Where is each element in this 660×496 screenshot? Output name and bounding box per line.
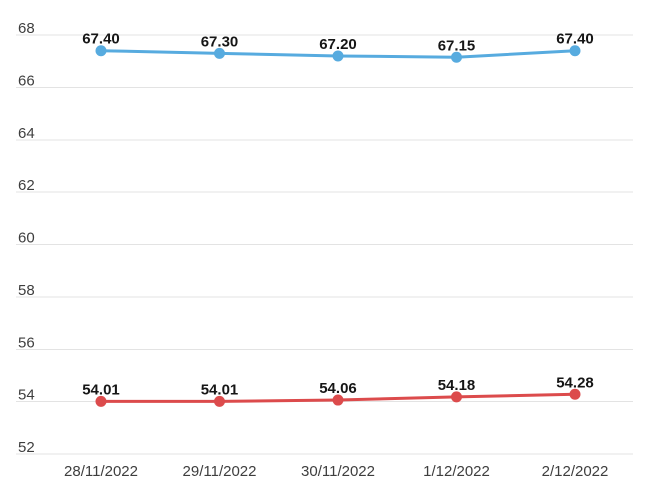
upper-series-point-label-2: 67.20 bbox=[319, 36, 357, 53]
upper-series-point-label-4: 67.40 bbox=[556, 31, 594, 48]
upper-series-point-2[interactable] bbox=[332, 50, 344, 62]
lower-series-point-3[interactable] bbox=[451, 391, 462, 403]
upper-series-point-0[interactable] bbox=[95, 45, 107, 57]
x-tick-label-4: 2/12/2022 bbox=[542, 463, 609, 480]
upper-series-point-3[interactable] bbox=[451, 51, 462, 63]
lower-series-point-label-2: 54.06 bbox=[319, 380, 357, 397]
lower-series-point-label-4: 54.28 bbox=[556, 374, 594, 391]
lower-series-point-label-3: 54.18 bbox=[438, 377, 476, 394]
y-tick-label-56: 56 bbox=[18, 334, 35, 351]
y-tick-label-66: 66 bbox=[18, 72, 35, 89]
y-tick-label-62: 62 bbox=[18, 177, 35, 194]
x-tick-label-3: 1/12/2022 bbox=[423, 463, 490, 480]
y-tick-label-64: 64 bbox=[18, 125, 35, 142]
y-tick-label-68: 68 bbox=[18, 20, 35, 37]
upper-series-point-1[interactable] bbox=[214, 47, 225, 59]
y-tick-label-58: 58 bbox=[18, 282, 35, 299]
lower-series-point-label-0: 54.01 bbox=[82, 381, 120, 398]
upper-series-point-label-3: 67.15 bbox=[438, 37, 476, 54]
lower-series-point-1[interactable] bbox=[214, 395, 225, 407]
upper-series-point-label-1: 67.30 bbox=[201, 33, 239, 50]
x-tick-label-2: 30/11/2022 bbox=[301, 463, 375, 480]
y-tick-label-60: 60 bbox=[18, 230, 35, 247]
lower-series-point-2[interactable] bbox=[332, 394, 344, 406]
x-tick-label-0: 28/11/2022 bbox=[64, 463, 138, 480]
y-tick-label-54: 54 bbox=[18, 387, 35, 404]
y-tick-label-52: 52 bbox=[18, 439, 35, 456]
x-tick-label-1: 29/11/2022 bbox=[183, 463, 257, 480]
lower-series-point-label-1: 54.01 bbox=[201, 381, 239, 398]
lower-series-point-0[interactable] bbox=[95, 395, 107, 407]
upper-series-point-4[interactable] bbox=[569, 45, 581, 57]
upper-series-point-label-0: 67.40 bbox=[82, 31, 120, 48]
lower-series-point-4[interactable] bbox=[569, 388, 581, 400]
